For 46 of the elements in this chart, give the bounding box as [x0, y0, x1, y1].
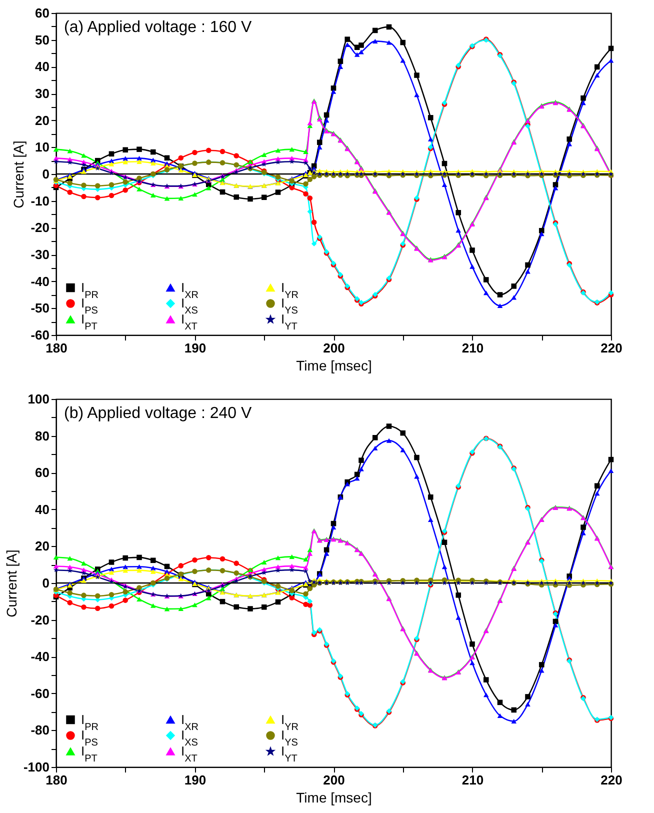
y-tick-label: 40 [35, 59, 50, 74]
y-tick-label: 60 [35, 465, 50, 480]
y-tick-label: 0 [42, 166, 50, 182]
y-tick-label: 100 [28, 392, 50, 406]
y-tick-label: 50 [35, 32, 50, 48]
y-tick-label: -40 [30, 649, 50, 664]
y-tick-label: -30 [30, 247, 50, 262]
x-tick-label: 180 [46, 772, 68, 788]
y-tick-label: -40 [30, 274, 50, 289]
x-tick-label: 190 [184, 340, 206, 356]
y-tick-label: 30 [35, 86, 50, 101]
x-tick-label: 210 [462, 772, 484, 788]
x-tick-label: 180 [46, 340, 68, 356]
y-tick-label: -80 [30, 722, 50, 738]
legend-label: I$_{YR}$ [281, 280, 299, 300]
legend-label: I$_{PR}$ [81, 280, 99, 300]
y-tick-label: -60 [30, 328, 50, 342]
y-tick-label: -20 [30, 612, 50, 628]
y-tick-label: 10 [35, 140, 50, 155]
x-tick-label: 210 [462, 340, 484, 356]
x-tick-label: 190 [184, 772, 206, 788]
y-tick-label: 60 [35, 6, 50, 20]
y-tick-label: -20 [30, 220, 50, 236]
y-tick-label: -50 [30, 300, 50, 316]
x-axis-title: Time [msec] [296, 790, 372, 806]
y-tick-label: 20 [35, 112, 50, 128]
y-tick-label: -60 [30, 686, 50, 701]
legend-label: I$_{XR}$ [181, 712, 199, 732]
chart-title: (a) Applied voltage : 160 V [64, 19, 252, 36]
y-tick-label: -10 [30, 193, 50, 208]
y-tick-label: 80 [35, 428, 50, 444]
x-tick-label: 220 [600, 772, 622, 788]
y-tick-label: 40 [35, 502, 50, 517]
y-tick-label: -100 [23, 760, 50, 774]
legend-label: I$_{XR}$ [181, 280, 199, 300]
chart-title: (b) Applied voltage : 240 V [64, 405, 252, 422]
legend-label: I$_{PR}$ [81, 712, 99, 732]
y-axis-title: Current [A] [3, 550, 20, 618]
y-tick-label: 20 [35, 538, 50, 554]
y-tick-label: 0 [42, 576, 50, 590]
y-axis-title: Current [A] [10, 140, 27, 208]
x-tick-label: 200 [323, 772, 345, 788]
x-tick-label: 200 [323, 340, 345, 356]
x-axis-title: Time [msec] [296, 358, 372, 374]
x-tick-label: 220 [600, 340, 622, 356]
legend-label: I$_{YR}$ [281, 712, 299, 732]
